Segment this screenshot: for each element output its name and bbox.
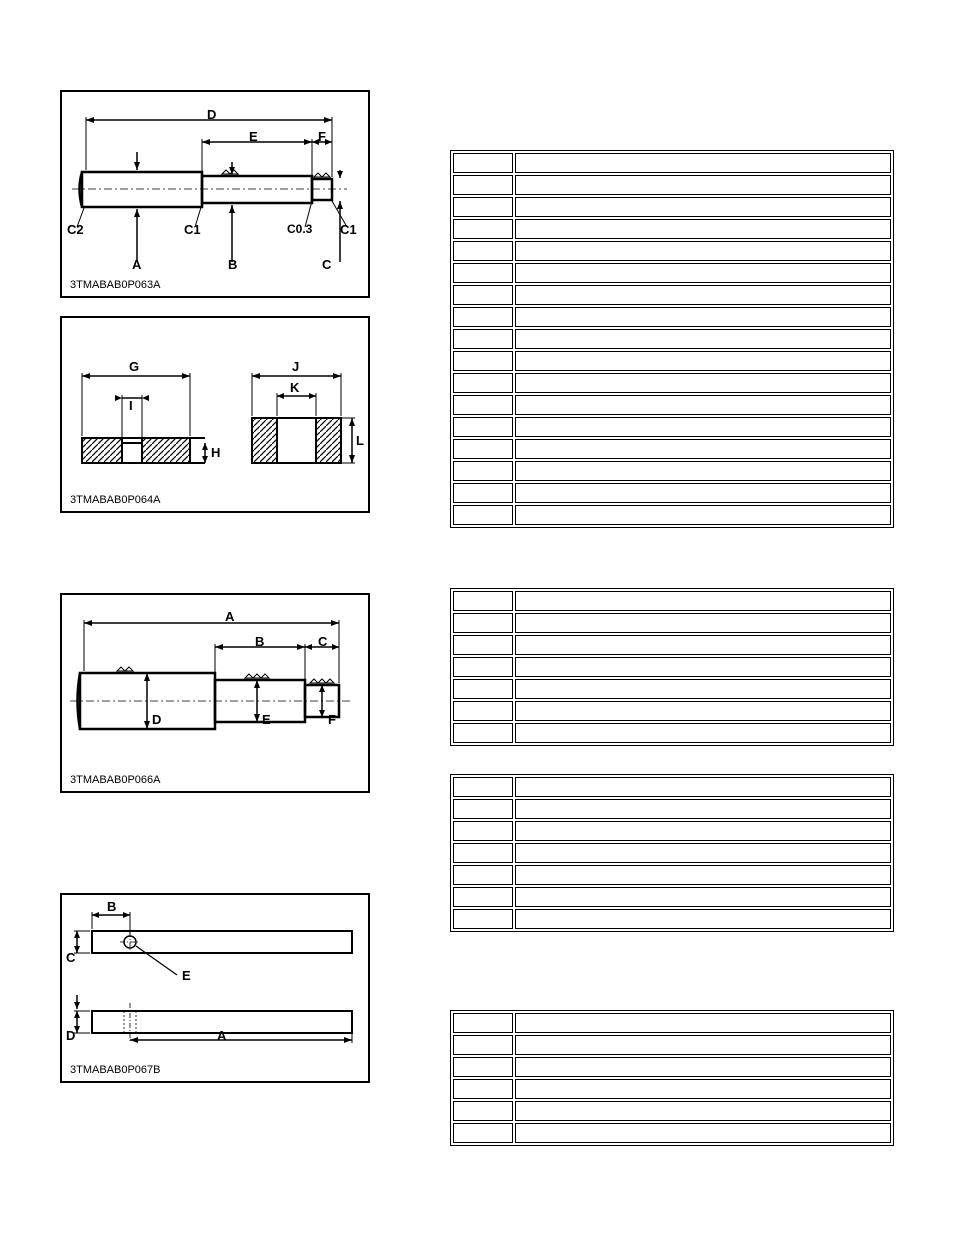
table-row — [453, 285, 891, 305]
label-c: C — [322, 257, 331, 272]
table-row — [453, 461, 891, 481]
table-row — [453, 1101, 891, 1121]
label-b: B — [228, 257, 237, 272]
table-2 — [450, 588, 894, 746]
label-j: J — [292, 359, 299, 374]
table-row — [453, 483, 891, 503]
table-row — [453, 351, 891, 371]
diagram-1: D E F C2 C1 C0.3 C1 A B C 3TMABAB0P063A — [60, 90, 370, 298]
table-row — [453, 175, 891, 195]
table-row — [453, 679, 891, 699]
table-1 — [450, 150, 894, 528]
label-c1b: C1 — [340, 222, 357, 237]
table-row — [453, 263, 891, 283]
label-l: L — [356, 433, 364, 448]
table-1-wrapper — [450, 150, 894, 528]
label-b4: B — [107, 899, 116, 914]
table-row — [453, 241, 891, 261]
table-row — [453, 307, 891, 327]
label-g: G — [129, 359, 139, 374]
diagram-4-caption: 3TMABAB0P067B — [64, 1061, 167, 1079]
table-3 — [450, 774, 894, 932]
diagram-3: A B C D E F 3TMABAB0P066A — [60, 593, 370, 793]
label-c1a: C1 — [184, 222, 201, 237]
label-a: A — [132, 257, 141, 272]
label-a4: A — [217, 1028, 226, 1043]
table-row — [453, 909, 891, 929]
label-c3: C — [318, 634, 327, 649]
diagram-4-svg — [62, 895, 368, 1063]
table-row — [453, 505, 891, 525]
table-row — [453, 1013, 891, 1033]
table-3-wrapper — [450, 774, 894, 932]
table-4-wrapper — [450, 1010, 894, 1146]
label-e: E — [249, 129, 258, 144]
diagram-4: B C E D A 3TMABAB0P067B — [60, 893, 370, 1083]
table-row — [453, 197, 891, 217]
diagram-2-caption: 3TMABAB0P064A — [64, 491, 167, 509]
table-row — [453, 219, 891, 239]
label-c03: C0.3 — [287, 222, 312, 236]
table-4 — [450, 1010, 894, 1146]
table-row — [453, 865, 891, 885]
label-e3: E — [262, 712, 271, 727]
table-2-wrapper — [450, 588, 894, 746]
table-row — [453, 329, 891, 349]
table-row — [453, 887, 891, 907]
table-row — [453, 635, 891, 655]
diagram-2: G I H J K L 3TMABAB0P064A — [60, 316, 370, 513]
label-d3: D — [152, 712, 161, 727]
left-column: D E F C2 C1 C0.3 C1 A B C 3TMABAB0P063A — [60, 90, 370, 1146]
table-row — [453, 395, 891, 415]
label-e4: E — [182, 968, 191, 983]
label-c4: C — [66, 950, 75, 965]
table-row — [453, 777, 891, 797]
table-row — [453, 843, 891, 863]
label-f3: F — [328, 712, 336, 727]
table-row — [453, 723, 891, 743]
table-row — [453, 701, 891, 721]
table-row — [453, 1035, 891, 1055]
page: D E F C2 C1 C0.3 C1 A B C 3TMABAB0P063A — [0, 0, 954, 1186]
diagram-1-caption: 3TMABAB0P063A — [64, 276, 167, 294]
label-b3: B — [255, 634, 264, 649]
label-d: D — [207, 107, 216, 122]
diagram-3-svg — [62, 595, 368, 773]
label-a3: A — [225, 609, 234, 624]
diagram-2-svg — [62, 318, 368, 493]
table-row — [453, 439, 891, 459]
table-row — [453, 613, 891, 633]
table-row — [453, 153, 891, 173]
label-i: I — [129, 398, 133, 413]
label-k: K — [290, 380, 299, 395]
table-row — [453, 373, 891, 393]
table-row — [453, 821, 891, 841]
label-h: H — [211, 445, 220, 460]
table-row — [453, 591, 891, 611]
table-row — [453, 657, 891, 677]
table-row — [453, 1057, 891, 1077]
table-row — [453, 1123, 891, 1143]
diagram-3-caption: 3TMABAB0P066A — [64, 771, 167, 789]
table-row — [453, 417, 891, 437]
right-column — [450, 90, 894, 1146]
label-c2: C2 — [67, 222, 84, 237]
label-f: F — [318, 129, 326, 144]
label-d4: D — [66, 1028, 75, 1043]
table-row — [453, 1079, 891, 1099]
table-row — [453, 799, 891, 819]
